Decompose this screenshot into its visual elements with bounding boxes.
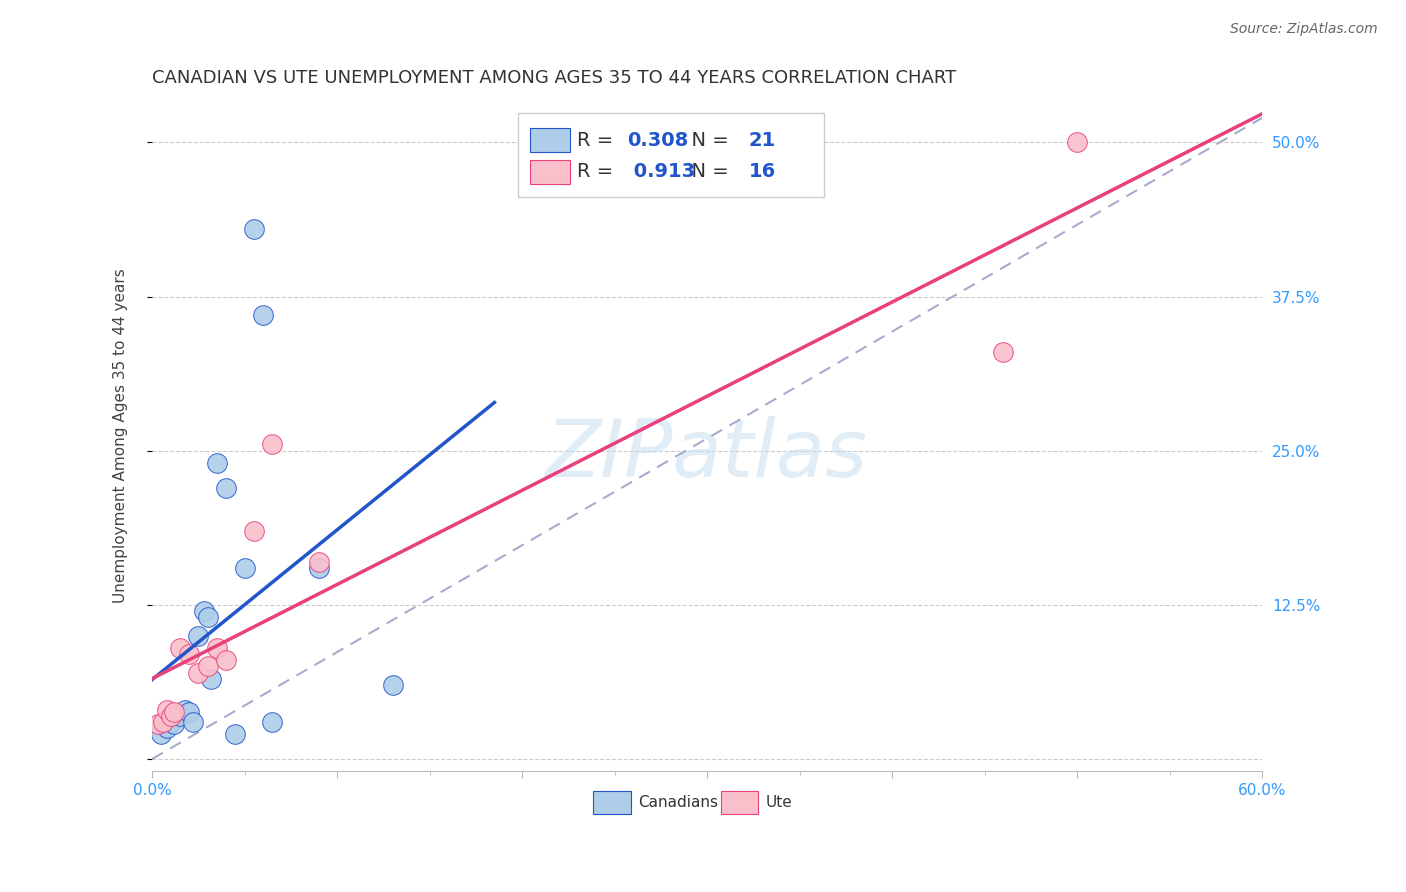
Point [224,727,246,741]
Point [308,555,330,569]
Text: N =: N = [679,131,735,150]
Point [197,659,219,673]
Text: Ute: Ute [766,795,793,810]
Point [163,717,186,731]
Point [169,640,191,655]
Point [215,653,238,667]
Point [1066,136,1088,150]
Y-axis label: Unemployment Among Ages 35 to 44 years: Unemployment Among Ages 35 to 44 years [114,268,128,603]
Point [163,705,186,719]
Point [152,714,174,729]
Text: Canadians: Canadians [638,795,718,810]
Text: R =: R = [578,131,620,150]
Text: 16: 16 [748,162,776,181]
Point [193,604,215,618]
Text: 0.308: 0.308 [627,131,689,150]
Point [252,308,274,322]
Point [150,727,173,741]
Point [156,721,179,735]
Point [187,629,209,643]
Point [381,678,404,692]
Point [159,708,181,723]
Point [243,524,266,538]
Point [243,221,266,235]
Point [187,665,209,680]
Point [197,610,219,624]
Point [308,561,330,575]
Point [233,561,256,575]
Point [169,708,191,723]
Point [181,714,204,729]
Text: Source: ZipAtlas.com: Source: ZipAtlas.com [1230,22,1378,37]
Text: CANADIAN VS UTE UNEMPLOYMENT AMONG AGES 35 TO 44 YEARS CORRELATION CHART: CANADIAN VS UTE UNEMPLOYMENT AMONG AGES … [152,69,956,87]
Point [156,703,179,717]
FancyBboxPatch shape [519,112,824,196]
Text: N =: N = [679,162,735,181]
Text: ZIPatlas: ZIPatlas [546,417,869,494]
FancyBboxPatch shape [721,791,758,814]
FancyBboxPatch shape [530,160,569,184]
Point [262,714,284,729]
Point [262,437,284,451]
FancyBboxPatch shape [530,128,569,153]
Point [205,640,228,655]
Text: R =: R = [578,162,620,181]
Point [215,481,238,495]
Point [200,672,222,686]
Point [146,717,169,731]
Point [177,647,200,661]
Point [205,456,228,470]
Text: 21: 21 [748,131,776,150]
Point [159,714,181,729]
Point [993,345,1015,359]
Text: 0.913: 0.913 [627,162,696,181]
Point [174,703,197,717]
FancyBboxPatch shape [593,791,631,814]
Point [177,705,200,719]
